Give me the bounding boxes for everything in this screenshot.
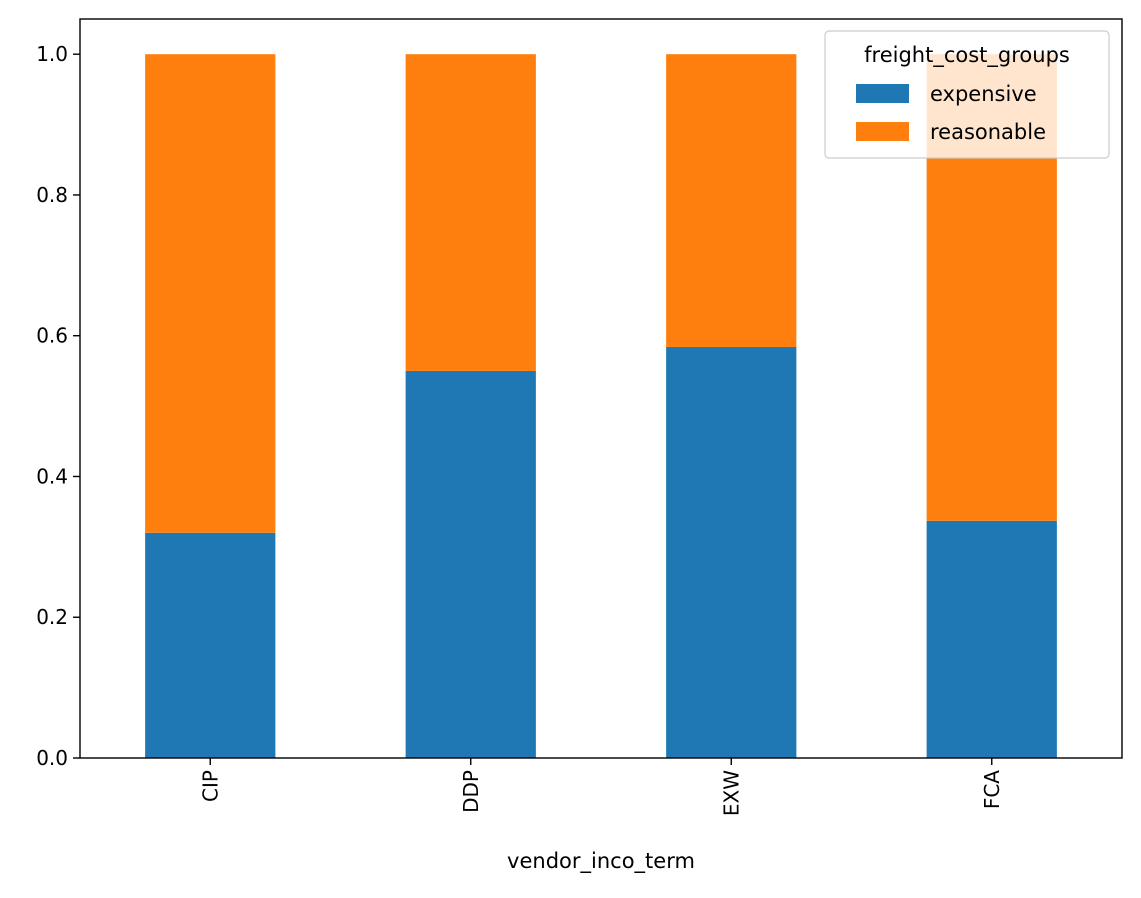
y-tick-label: 0.6 [36, 324, 68, 348]
y-axis: 0.0 0.2 0.4 0.6 0.8 1.0 [36, 42, 80, 770]
legend: freight_cost_groups expensive reasonable [824, 30, 1110, 159]
x-tick-label-exw: EXW [719, 770, 743, 816]
legend-label-expensive: expensive [930, 82, 1037, 106]
y-tick-label: 0.8 [36, 183, 68, 207]
y-tick-label: 0.4 [36, 464, 68, 488]
legend-title: freight_cost_groups [864, 43, 1070, 68]
x-tick-label-fca: FCA [980, 770, 1004, 809]
bar-cip-reasonable [145, 54, 276, 533]
x-tick-label-ddp: DDP [459, 770, 483, 813]
y-tick-label: 0.0 [36, 746, 68, 770]
x-axis-title: vendor_inco_term [507, 849, 695, 874]
bar-ddp-reasonable [405, 54, 536, 371]
y-tick-label: 0.2 [36, 605, 68, 629]
legend-swatch-reasonable [856, 122, 909, 141]
bar-exw-expensive [666, 346, 797, 758]
legend-entries: expensive reasonable [856, 82, 1046, 144]
bar-cip-expensive [145, 532, 276, 758]
legend-swatch-expensive [856, 84, 909, 103]
bar-fca-expensive [926, 520, 1057, 758]
y-tick-label: 1.0 [36, 42, 68, 66]
bar-ddp-expensive [405, 370, 536, 758]
bar-exw-reasonable [666, 54, 797, 347]
x-tick-label-cip: CIP [198, 770, 222, 802]
legend-label-reasonable: reasonable [930, 120, 1046, 144]
x-axis: CIP DDP EXW FCA [198, 758, 1004, 816]
plot-frame [79, 18, 1123, 759]
bars-layer [145, 54, 1057, 758]
